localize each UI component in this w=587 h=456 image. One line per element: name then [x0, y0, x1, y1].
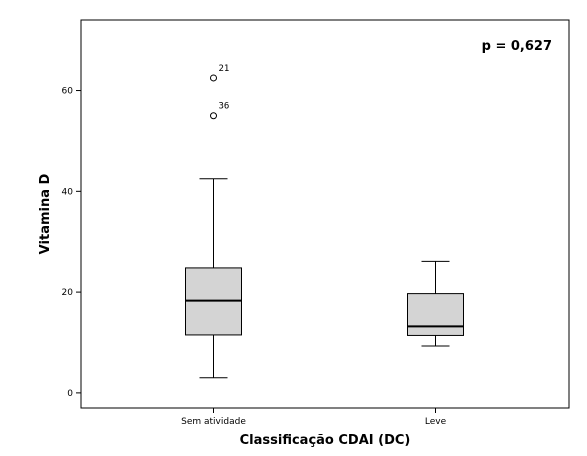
box-iqr — [407, 293, 464, 336]
p-value-annotation: p = 0,627 — [482, 39, 552, 54]
outlier-point — [210, 112, 217, 120]
box-group: 21 36 — [185, 64, 242, 379]
outlier-label: 36 — [219, 102, 230, 112]
x-tick-label: Leve — [425, 417, 447, 427]
y-axis-title: Vitamina D — [38, 173, 53, 254]
y-tick-label: 40 — [62, 187, 74, 197]
box-group — [407, 260, 464, 347]
x-tick-label: Sem atividade — [181, 417, 246, 427]
y-tick-label: 60 — [62, 87, 74, 97]
outlier-point — [210, 74, 217, 82]
y-tick-label: 0 — [67, 389, 73, 399]
y-tick-label: 20 — [62, 288, 74, 298]
x-axis-title: Classificação CDAI (DC) — [240, 433, 411, 448]
x-axis: Sem atividade Leve — [181, 408, 447, 427]
plot-frame — [80, 19, 570, 409]
boxes: 21 36 — [185, 64, 464, 379]
y-axis: 0 20 40 60 — [62, 87, 81, 399]
outlier-label: 21 — [219, 64, 230, 74]
